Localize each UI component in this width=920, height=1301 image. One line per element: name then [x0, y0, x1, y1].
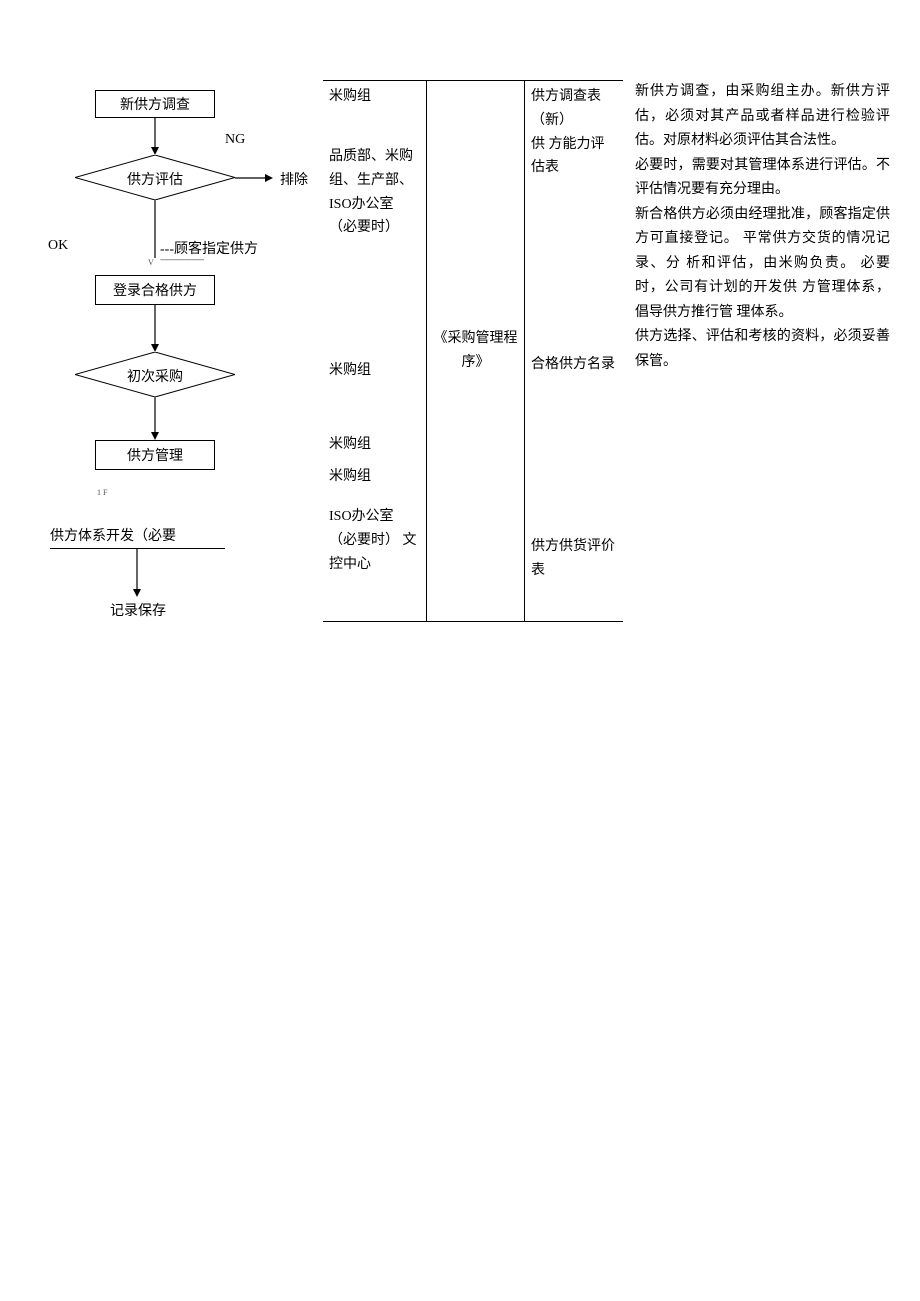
node-new-supplier-survey: 新供方调查 — [95, 90, 215, 118]
arrow-n6-n7 — [132, 548, 142, 600]
node-label: 新供方调查 — [120, 94, 190, 114]
node-label: 供方管理 — [127, 445, 183, 465]
arrow-n3-n4 — [150, 305, 160, 355]
table-cell-c0: 供方调查表 （新） 供 方能力评 估表 — [525, 81, 623, 246]
arrow-n4-n5 — [150, 397, 160, 443]
desc-p1: 必要时，需要对其管理体系进行评估。不评估情况要有充分理由。 — [635, 154, 890, 203]
node-first-purchase: 初次采购 — [75, 352, 235, 397]
arrow-n1-n2 — [150, 118, 160, 158]
desc-p0: 新供方调查，由采购组主办。新供方评估，必须对其产品或者样品进行检验评估。对原材料… — [635, 80, 890, 154]
supplier-flowchart: 新供方调查 NG 供方评估 排除 OK ---顾客指定供方 V --------… — [40, 80, 320, 680]
table-cell-a1: 品质部、米购组、生产部、ISO办公室（必要时） — [323, 141, 427, 331]
description-block: 新供方调查，由采购组主办。新供方评估，必须对其产品或者样品进行检验评估。对原材料… — [635, 80, 890, 374]
table-cell-a0: 米购组 — [323, 81, 427, 141]
node-supplier-evaluate: 供方评估 — [75, 155, 235, 200]
table-cell-a4: 米购组 — [323, 461, 427, 501]
label-exclude: 排除 — [280, 169, 308, 189]
node-register-qualified: 登录合格供方 — [95, 275, 215, 305]
table-cell-a3: 米购组 — [323, 411, 427, 461]
desc-p2: 新合格供方必须由经理批准，顾客指定供方可直接登记。 平常供方交货的情况记录、分 … — [635, 203, 890, 326]
tiny-label-1f: 1 F — [97, 488, 107, 497]
arrow-n2-exclude — [235, 172, 275, 184]
table-cell-c-spacer — [525, 381, 623, 531]
table-cell-b: 《采购管理程序》 — [427, 81, 525, 621]
node-label: 登录合格供方 — [113, 280, 197, 300]
label-ok: OK — [48, 238, 68, 254]
node-label: 初次采购 — [75, 366, 235, 386]
desc-p3: 供方选择、评估和考核的资料，必须妥善保管。 — [635, 325, 890, 374]
node-system-dev: 供方体系开发（必要 — [50, 525, 225, 549]
arrow-n2-n3 — [150, 200, 160, 258]
table-cell-c5: 供方供货评价表 — [525, 531, 623, 621]
label-ng: NG — [225, 132, 245, 148]
dash-line: -------------------------- — [160, 255, 203, 264]
node-supplier-manage: 供方管理 — [95, 440, 215, 470]
node-record-keep: 记录保存 — [110, 600, 166, 620]
tiny-label-v: V — [148, 258, 154, 267]
table-cell-a2: 米购组 — [323, 331, 427, 411]
table-cell-c2: 合格供方名录 — [525, 246, 623, 381]
node-label: 供方评估 — [75, 169, 235, 189]
responsibility-table: 米购组 品质部、米购组、生产部、ISO办公室（必要时） 米购组 米购组 米购组 … — [323, 80, 623, 622]
table-cell-a5: ISO办公室（必要时） 文控中心 — [323, 501, 427, 621]
